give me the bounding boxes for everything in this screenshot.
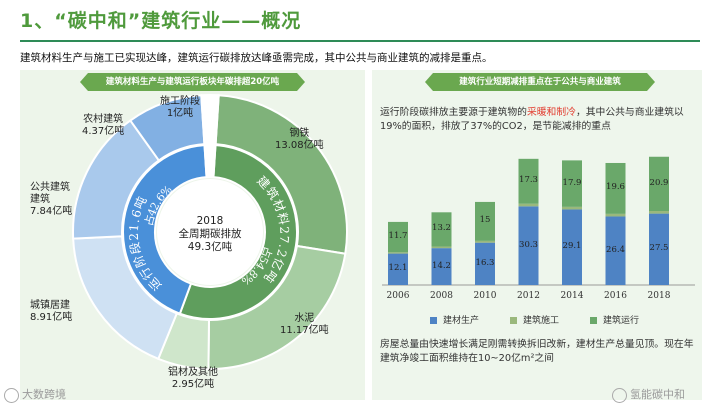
right-panel-footnote: 房屋总量由快速增长满足刚需转换拆旧改新，建材生产总量见顶。现在年建筑净竣工面积维…	[380, 339, 694, 364]
bar-value-2010-0: 16.3	[475, 257, 495, 268]
bar-value-2006-2: 11.7	[388, 231, 408, 242]
title-divider	[20, 40, 700, 42]
bar-value-2016-0: 26.4	[606, 244, 625, 255]
bar-2006-series-0	[388, 253, 408, 285]
bar-2016-series-1	[605, 213, 626, 217]
intro-text: 建筑材料生产与施工已实现达峰，建筑运行碳排放达峰亟需完成，其中公共与商业建筑的减…	[20, 52, 493, 64]
bar-2010-series-2	[475, 201, 495, 241]
bar-2006-series-1	[388, 252, 408, 254]
watermark-right: 氢能碳中和	[612, 386, 685, 403]
bar-2010-series-1	[475, 240, 495, 243]
donut-center-label: 2018 全周期碳排放 49.3亿吨	[155, 215, 265, 254]
center-caption: 全周期碳排放	[178, 228, 242, 240]
right-panel-header: 建筑行业短期减排重点在于公共与商业建筑	[425, 73, 655, 91]
bar-2018-series-1	[649, 211, 669, 214]
bar-value-2008-0: 14.2	[432, 260, 451, 271]
slide-title: 1、“碳中和”建筑行业——概况	[20, 10, 302, 32]
label-construction: 施工阶段 1亿吨	[160, 96, 200, 119]
bar-value-2018-0: 27.5	[649, 243, 669, 254]
bar-value-2014-0: 29.1	[562, 241, 582, 252]
bar-2018-series-0	[649, 213, 669, 285]
bar-value-2016-2: 19.6	[606, 182, 625, 193]
label-rural: 农村建筑 4.37亿吨	[82, 114, 125, 137]
right-panel-description: 运行阶段碳排放主要源于建筑物的采暖和制冷，其中公共与商业建筑以19%的面积，排放…	[380, 107, 684, 132]
center-total: 49.3亿吨	[187, 241, 233, 253]
bar-value-2018-2: 20.9	[649, 177, 669, 188]
label-public-buildings: 公共建筑 建筑 7.84亿吨	[30, 182, 73, 217]
legend-construction: 建筑施工	[510, 313, 559, 326]
bar-value-2006-0: 12.1	[388, 263, 408, 274]
year-label-2012: 2012	[517, 291, 540, 301]
label-cement: 水泥 11.17亿吨	[280, 313, 329, 336]
inner-ring-segment-2	[203, 144, 217, 179]
bar-2012-series-0	[518, 206, 539, 285]
year-label-2006: 2006	[386, 291, 410, 301]
legend-operation: 建筑运行	[590, 313, 639, 326]
year-label-2010: 2010	[473, 291, 497, 301]
bar-value-2012-2: 17.3	[519, 175, 538, 186]
year-label-2008: 2008	[430, 291, 453, 301]
center-year: 2018	[196, 215, 224, 227]
label-urban-residential: 城镇居建 8.91亿吨	[30, 300, 73, 323]
watermark-left: 大数跨境	[4, 386, 66, 403]
left-panel-header: 建筑材料生产与建筑运行板块年碳排超20亿吨	[80, 73, 305, 91]
bar-2008-series-0	[431, 248, 452, 285]
donut-center-hole	[157, 179, 263, 285]
highlight-heating-cooling: 采暖和制冷	[526, 107, 576, 118]
bar-value-2008-2: 13.2	[432, 223, 451, 234]
bar-2010-series-0	[475, 242, 495, 285]
bar-2012-series-2	[518, 158, 539, 204]
year-label-2016: 2016	[604, 291, 627, 301]
label-aluminium: 铝材及其他 2.95亿吨	[168, 367, 218, 390]
bar-2016-series-2	[605, 162, 626, 214]
inner-ring-segment-1	[122, 144, 208, 315]
bar-2008-series-2	[431, 212, 452, 247]
inner-ring-segment-0	[178, 144, 298, 320]
bar-value-2010-2: 15	[479, 215, 491, 226]
year-label-2014: 2014	[560, 291, 584, 301]
bar-2014-series-0	[562, 209, 582, 285]
watermark-logo-icon	[4, 387, 19, 403]
bar-value-2012-0: 30.3	[519, 239, 538, 250]
bar-2012-series-1	[518, 203, 539, 207]
bar-2006-series-2	[388, 221, 408, 253]
legend-materials: 建材生产	[430, 313, 479, 326]
bar-2014-series-1	[562, 206, 582, 210]
bar-2014-series-2	[562, 160, 582, 207]
wechat-icon	[612, 387, 627, 403]
bar-2018-series-2	[649, 156, 669, 212]
bar-2016-series-0	[605, 216, 626, 285]
label-steel: 钢铁 13.08亿吨	[275, 128, 324, 151]
bar-value-2014-2: 17.9	[562, 177, 582, 188]
year-label-2018: 2018	[647, 291, 671, 301]
bar-2008-series-1	[431, 246, 452, 249]
